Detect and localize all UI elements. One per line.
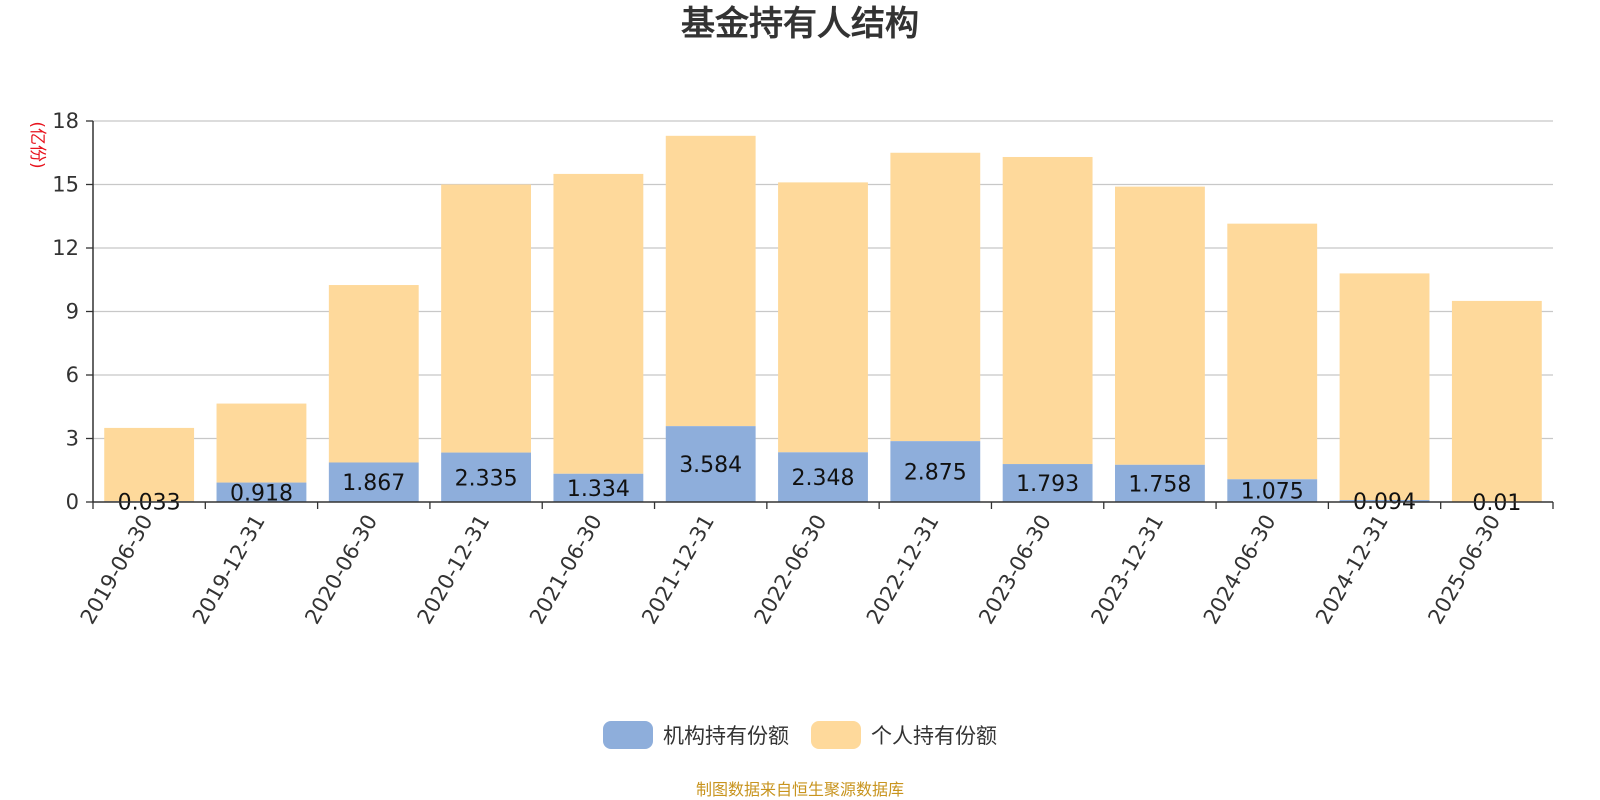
legend-swatch-individual <box>811 721 861 749</box>
bar-institutional[interactable] <box>1115 464 1205 502</box>
bar-individual[interactable] <box>778 182 868 453</box>
legend-item-individual[interactable]: 个人持有份额 <box>811 720 997 750</box>
x-tick-label: 2021-12-31 <box>637 511 719 629</box>
y-tick-label: 6 <box>66 363 79 387</box>
y-tick-label: 12 <box>52 236 79 260</box>
data-label-institutional: 1.758 <box>1128 472 1191 497</box>
bar-individual[interactable] <box>1227 223 1318 480</box>
legend-item-institutional[interactable]: 机构持有份额 <box>603 720 789 750</box>
legend: 机构持有份额 个人持有份额 <box>0 720 1600 750</box>
legend-label-institutional: 机构持有份额 <box>663 724 789 748</box>
x-tick-label: 2024-12-31 <box>1311 511 1393 629</box>
bar-individual[interactable] <box>1002 156 1093 465</box>
x-tick-label: 2020-12-31 <box>413 510 495 628</box>
x-tick-label: 2019-06-30 <box>76 511 158 629</box>
data-label-institutional: 2.875 <box>904 461 967 486</box>
x-tick-label: 2022-06-30 <box>750 511 832 629</box>
bar-individual[interactable] <box>216 403 307 483</box>
x-tick-label: 2023-06-30 <box>974 511 1056 629</box>
legend-swatch-institutional <box>603 721 653 749</box>
bar-institutional[interactable] <box>1002 464 1093 502</box>
bars <box>104 135 1542 502</box>
data-label-institutional: 1.867 <box>342 471 405 496</box>
bar-institutional[interactable] <box>890 441 981 502</box>
bar-institutional[interactable] <box>441 452 531 502</box>
bar-institutional[interactable] <box>1227 479 1318 502</box>
bar-individual[interactable] <box>441 184 531 453</box>
bar-individual[interactable] <box>665 135 756 427</box>
data-label-institutional: 1.075 <box>1241 480 1304 505</box>
bar-institutional[interactable] <box>665 426 756 502</box>
x-tick-label: 2022-12-31 <box>862 510 944 628</box>
bar-individual[interactable] <box>1339 273 1430 501</box>
y-tick-label: 0 <box>66 490 79 514</box>
bar-institutional[interactable] <box>328 462 419 502</box>
bar-individual[interactable] <box>1451 300 1542 502</box>
data-label-institutional: 0.033 <box>118 491 181 516</box>
y-tick-label: 15 <box>52 173 79 197</box>
bar-institutional[interactable] <box>778 452 868 502</box>
data-label-institutional: 2.348 <box>792 466 855 491</box>
source-note: 制图数据来自恒生聚源数据库 <box>695 780 904 799</box>
y-tick-label: 9 <box>66 300 79 324</box>
x-tick-label: 2020-06-30 <box>300 511 382 629</box>
bar-individual[interactable] <box>328 285 419 463</box>
x-tick-label: 2019-12-31 <box>188 511 270 629</box>
bar-individual[interactable] <box>104 427 195 502</box>
bar-individual[interactable] <box>890 152 981 442</box>
y-axis-label: (亿份) <box>27 121 47 168</box>
data-label-institutional: 3.584 <box>679 453 742 478</box>
bar-institutional[interactable] <box>1339 500 1430 502</box>
data-label-institutional: 1.334 <box>567 477 630 502</box>
x-tick-label: 2021-06-30 <box>525 511 607 629</box>
bar-institutional[interactable] <box>553 473 644 502</box>
y-tick-label: 18 <box>52 109 79 133</box>
bar-individual[interactable] <box>553 173 644 474</box>
chart-title: 基金持有人结构 <box>681 4 919 44</box>
x-tick-label: 2024-06-30 <box>1199 511 1281 629</box>
bar-individual[interactable] <box>1115 186 1205 465</box>
data-label-institutional: 0.01 <box>1472 491 1521 516</box>
bar-institutional[interactable] <box>216 482 307 502</box>
x-tick-label: 2023-12-31 <box>1086 511 1168 629</box>
x-tick-label: 2025-06-30 <box>1423 511 1505 629</box>
y-tick-label: 3 <box>66 427 79 451</box>
data-label-institutional: 1.793 <box>1016 472 1079 497</box>
legend-label-individual: 个人持有份额 <box>871 724 997 748</box>
data-label-institutional: 2.335 <box>455 466 518 491</box>
